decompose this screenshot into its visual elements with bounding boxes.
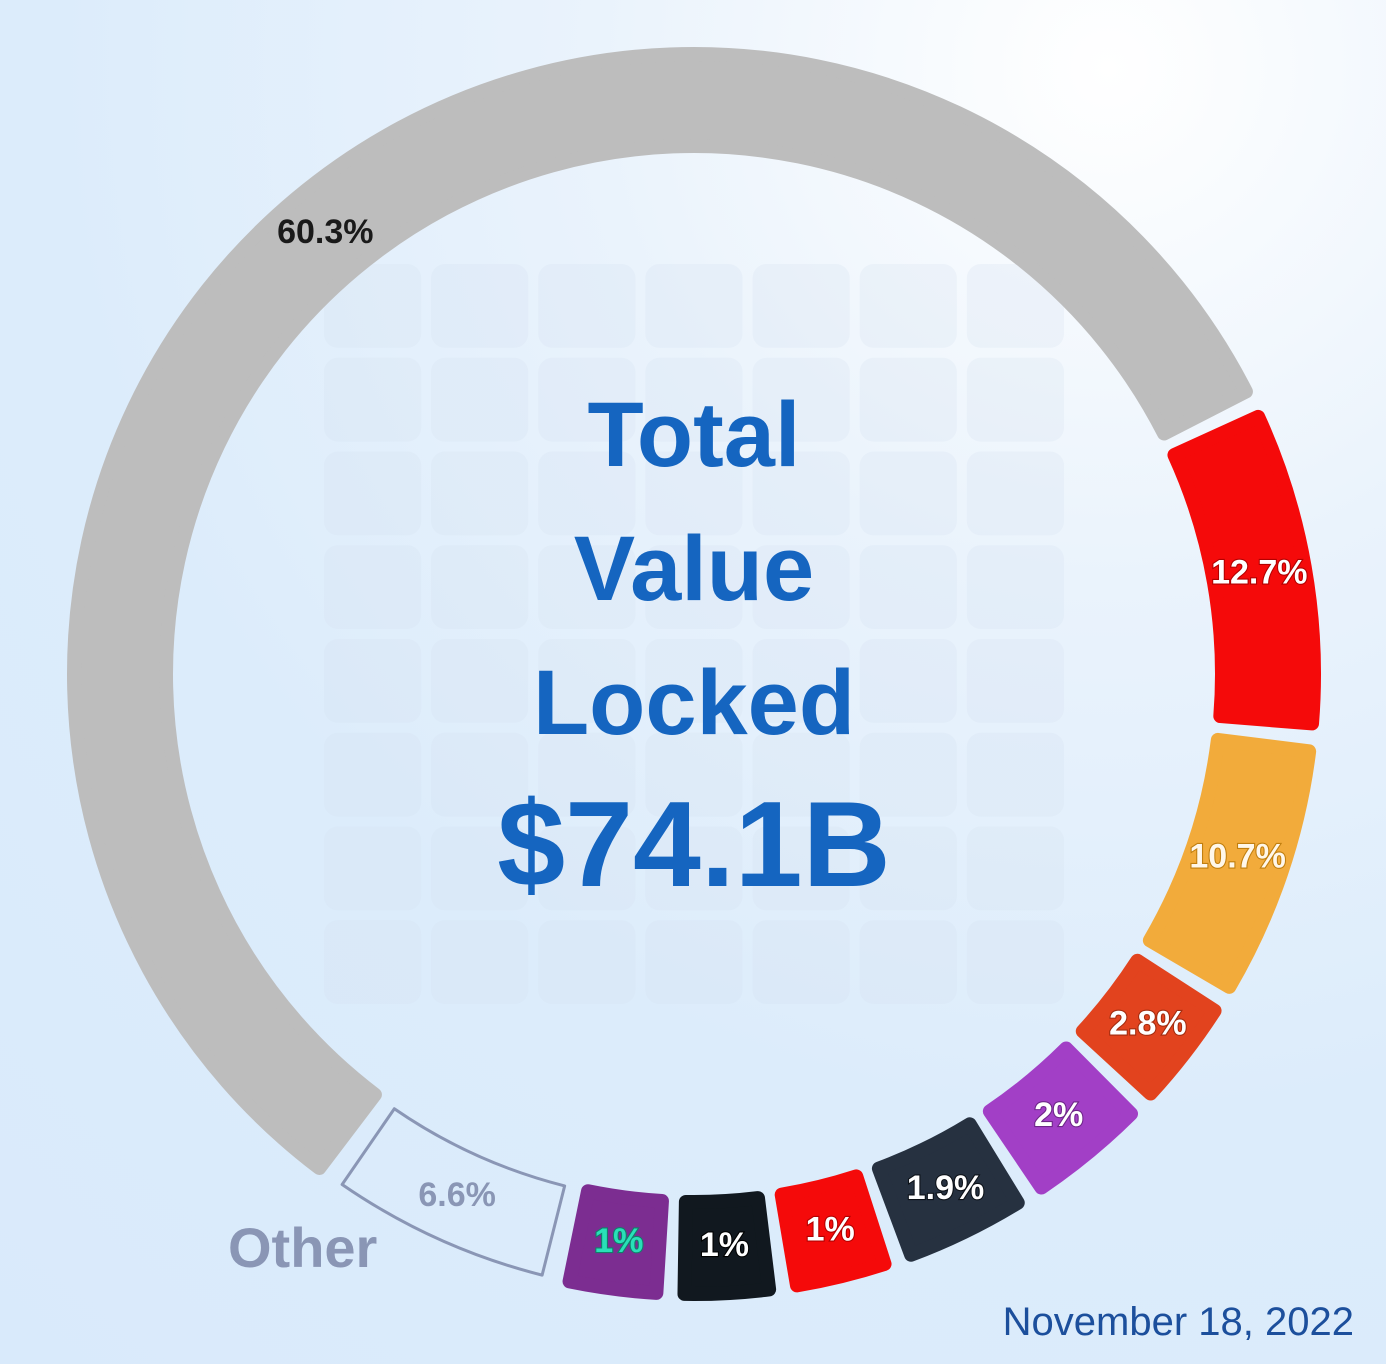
svg-text:2.8%: 2.8% [1109,1004,1187,1042]
svg-text:6.6%: 6.6% [418,1176,496,1214]
svg-text:60.3%: 60.3% [277,213,373,251]
svg-text:12.7%: 12.7% [1211,554,1307,592]
svg-text:1.9%: 1.9% [907,1169,985,1207]
svg-text:2%: 2% [1034,1096,1083,1134]
svg-text:1%: 1% [594,1222,643,1260]
svg-text:1%: 1% [806,1211,855,1249]
svg-text:10.7%: 10.7% [1189,837,1285,875]
svg-text:1%: 1% [700,1226,749,1264]
